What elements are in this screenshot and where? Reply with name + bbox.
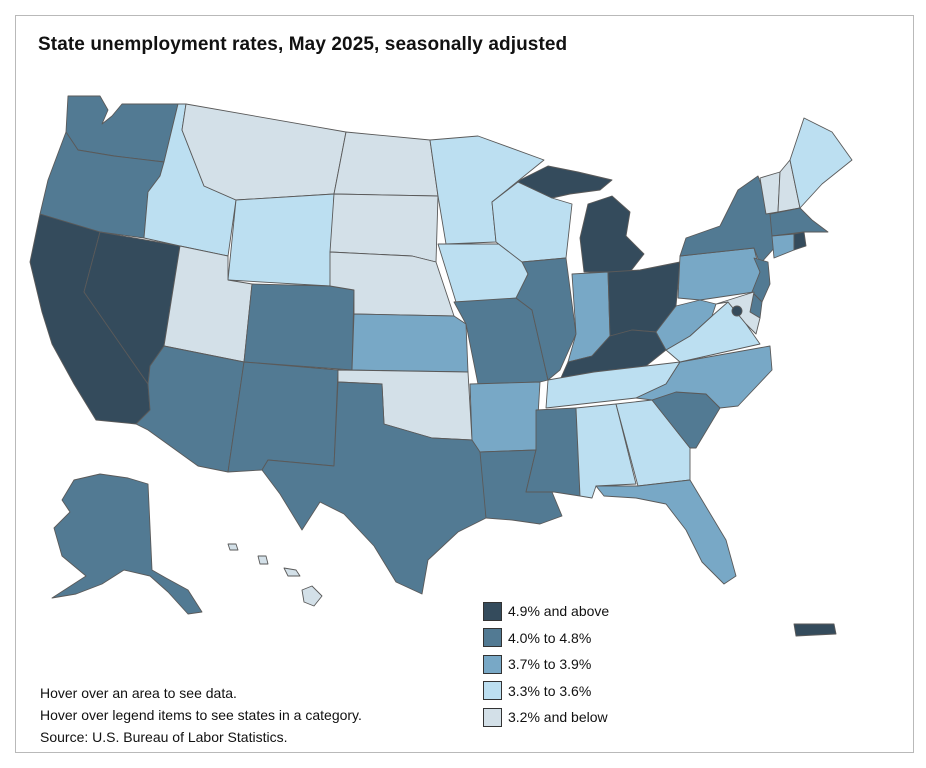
state-connecticut[interactable] <box>771 233 795 259</box>
state-west-virginia[interactable] <box>655 299 717 351</box>
state-hawaii-big-island[interactable] <box>301 585 323 607</box>
state-massachusetts[interactable] <box>769 207 829 237</box>
hover-legend-note: Hover over legend items to see states in… <box>40 707 362 723</box>
legend-item-cat3[interactable]: 3.7% to 3.9% <box>483 651 609 678</box>
state-maine[interactable] <box>789 117 853 209</box>
state-montana[interactable] <box>181 103 347 201</box>
state-colorado[interactable] <box>243 283 355 371</box>
state-arizona[interactable] <box>135 345 245 473</box>
state-rhode-island[interactable] <box>793 231 807 251</box>
state-arkansas[interactable] <box>469 381 541 453</box>
legend-label: 3.3% to 3.6% <box>508 682 592 699</box>
map-title: State unemployment rates, May 2025, seas… <box>38 34 568 55</box>
state-district-of-columbia[interactable] <box>731 305 743 317</box>
state-florida[interactable] <box>595 479 737 585</box>
state-hawaii-kauai[interactable] <box>227 543 239 551</box>
state-georgia[interactable] <box>615 399 691 487</box>
legend: 4.9% and above 4.0% to 4.8% 3.7% to 3.9%… <box>483 598 609 731</box>
legend-swatch <box>483 707 502 727</box>
footer-notes: Hover over an area to see data. Hover ov… <box>40 682 362 748</box>
state-puerto-rico[interactable] <box>793 623 837 637</box>
legend-item-cat4[interactable]: 3.3% to 3.6% <box>483 678 609 705</box>
state-wyoming[interactable] <box>227 193 335 287</box>
state-hawaii-maui[interactable] <box>283 567 301 577</box>
hover-area-note: Hover over an area to see data. <box>40 685 237 701</box>
state-pennsylvania[interactable] <box>677 247 761 301</box>
state-michigan-upper[interactable] <box>517 165 613 199</box>
legend-item-cat2[interactable]: 4.0% to 4.8% <box>483 625 609 652</box>
state-new-mexico[interactable] <box>227 361 339 473</box>
legend-label: 3.7% to 3.9% <box>508 656 592 673</box>
state-michigan[interactable] <box>579 195 645 273</box>
legend-item-cat5[interactable]: 3.2% and below <box>483 704 609 731</box>
state-kansas[interactable] <box>351 313 469 373</box>
legend-item-cat1[interactable]: 4.9% and above <box>483 598 609 625</box>
legend-swatch <box>483 654 502 674</box>
state-texas[interactable] <box>261 381 487 595</box>
legend-swatch <box>483 628 502 648</box>
legend-label: 4.9% and above <box>508 603 610 620</box>
state-south-dakota[interactable] <box>329 193 439 263</box>
state-alaska[interactable] <box>51 473 203 615</box>
legend-swatch <box>483 681 502 701</box>
legend-swatch <box>483 601 502 621</box>
source-note: Source: U.S. Bureau of Labor Statistics. <box>40 729 288 745</box>
state-north-carolina[interactable] <box>635 345 773 409</box>
legend-label: 4.0% to 4.8% <box>508 629 592 646</box>
state-hawaii-oahu[interactable] <box>257 555 269 565</box>
state-north-dakota[interactable] <box>333 131 439 197</box>
legend-label: 3.2% and below <box>508 709 608 726</box>
